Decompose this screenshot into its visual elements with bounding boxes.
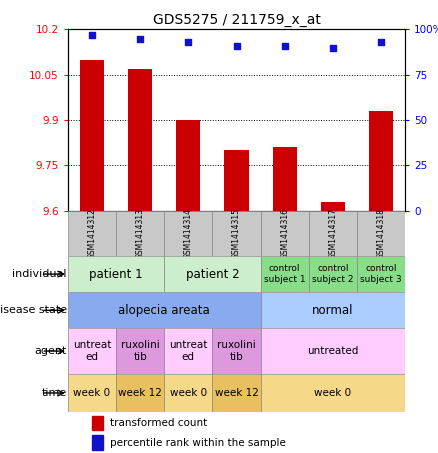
Bar	[128, 69, 152, 211]
Text: alopecia areata: alopecia areata	[118, 304, 210, 317]
Text: control
subject 3: control subject 3	[360, 265, 402, 284]
Bar	[176, 120, 201, 211]
Text: GSM1414317: GSM1414317	[328, 208, 337, 259]
FancyBboxPatch shape	[164, 374, 212, 412]
FancyBboxPatch shape	[116, 374, 164, 412]
Point	[329, 44, 336, 51]
FancyBboxPatch shape	[212, 328, 261, 374]
FancyBboxPatch shape	[261, 292, 405, 328]
Text: week 0: week 0	[170, 388, 207, 398]
Text: ruxolini
tib: ruxolini tib	[217, 340, 256, 362]
Text: ruxolini
tib: ruxolini tib	[121, 340, 159, 362]
Text: patient 2: patient 2	[186, 268, 239, 280]
Point	[378, 39, 385, 46]
Point	[233, 42, 240, 49]
FancyBboxPatch shape	[116, 328, 164, 374]
Text: individual: individual	[12, 269, 67, 279]
Text: transformed count: transformed count	[110, 418, 207, 428]
Text: week 0: week 0	[74, 388, 110, 398]
Bar	[92, 416, 102, 430]
FancyBboxPatch shape	[212, 211, 261, 256]
Text: disease state: disease state	[0, 305, 67, 315]
Text: GSM1414316: GSM1414316	[280, 208, 289, 259]
Text: control
subject 1: control subject 1	[264, 265, 306, 284]
Text: week 12: week 12	[215, 388, 258, 398]
Text: time: time	[42, 388, 67, 398]
FancyBboxPatch shape	[68, 328, 116, 374]
Text: untreat
ed: untreat ed	[169, 340, 208, 362]
Title: GDS5275 / 211759_x_at: GDS5275 / 211759_x_at	[152, 13, 321, 27]
Text: agent: agent	[35, 346, 67, 356]
FancyBboxPatch shape	[357, 256, 405, 292]
FancyBboxPatch shape	[261, 211, 309, 256]
FancyBboxPatch shape	[68, 292, 261, 328]
Text: normal: normal	[312, 304, 353, 317]
Text: GSM1414312: GSM1414312	[88, 208, 96, 259]
Text: week 0: week 0	[314, 388, 351, 398]
Text: untreat
ed: untreat ed	[73, 340, 111, 362]
Bar	[272, 147, 297, 211]
Text: week 12: week 12	[118, 388, 162, 398]
FancyBboxPatch shape	[309, 211, 357, 256]
Text: GSM1414313: GSM1414313	[136, 208, 145, 259]
Text: control
subject 2: control subject 2	[312, 265, 353, 284]
FancyBboxPatch shape	[68, 374, 116, 412]
FancyBboxPatch shape	[164, 328, 212, 374]
Text: patient 1: patient 1	[89, 268, 143, 280]
Bar	[80, 60, 104, 211]
Point	[88, 31, 95, 39]
Text: GSM1414315: GSM1414315	[232, 208, 241, 259]
Point	[281, 42, 288, 49]
Text: untreated: untreated	[307, 346, 359, 356]
FancyBboxPatch shape	[164, 256, 261, 292]
FancyBboxPatch shape	[261, 374, 405, 412]
FancyBboxPatch shape	[212, 374, 261, 412]
Bar	[369, 111, 393, 211]
FancyBboxPatch shape	[164, 211, 212, 256]
FancyBboxPatch shape	[357, 211, 405, 256]
Bar	[92, 435, 102, 450]
Text: GSM1414314: GSM1414314	[184, 208, 193, 259]
Bar	[225, 150, 249, 211]
Bar	[321, 202, 345, 211]
Point	[185, 39, 192, 46]
Point	[137, 35, 144, 42]
Text: GSM1414318: GSM1414318	[377, 208, 385, 259]
FancyBboxPatch shape	[261, 328, 405, 374]
Text: percentile rank within the sample: percentile rank within the sample	[110, 438, 286, 448]
FancyBboxPatch shape	[309, 256, 357, 292]
FancyBboxPatch shape	[68, 211, 116, 256]
FancyBboxPatch shape	[261, 256, 309, 292]
FancyBboxPatch shape	[116, 211, 164, 256]
FancyBboxPatch shape	[68, 256, 164, 292]
